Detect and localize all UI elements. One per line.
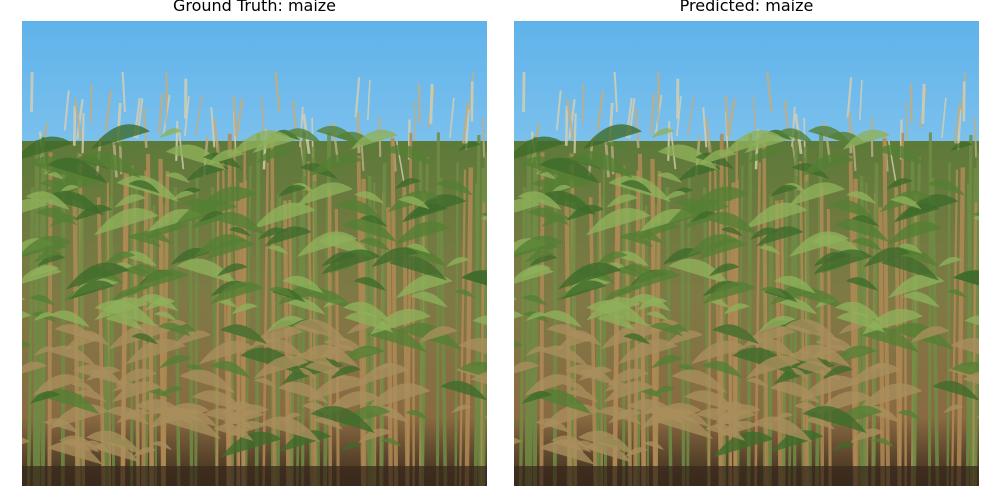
- predicted-title: Predicted: maize: [679, 0, 814, 15]
- predicted-image: [514, 21, 979, 486]
- ground-truth-image: [22, 21, 487, 486]
- ground-truth-panel: Ground Truth: maize: [22, 0, 487, 486]
- ground-truth-title: Ground Truth: maize: [172, 0, 337, 15]
- maize-field-image: [514, 21, 979, 486]
- maize-field-image: [22, 21, 487, 486]
- predicted-panel: Predicted: maize: [514, 0, 979, 486]
